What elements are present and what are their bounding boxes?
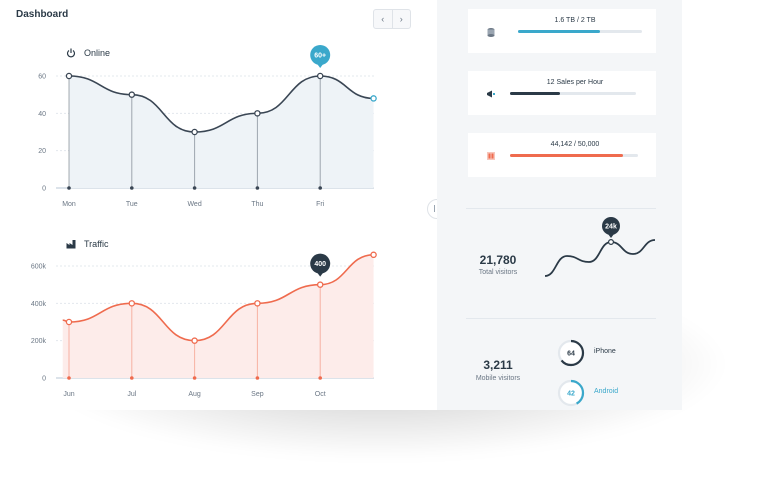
iphone-ring-progress	[557, 339, 585, 367]
traffic-axis-dot	[67, 376, 71, 380]
online-area	[69, 76, 374, 188]
charts-panel: Dashboard ‹ › Online 60 40 20 0 Mon Tue Wed Thu…	[0, 0, 437, 410]
android-ring: 42	[557, 379, 585, 407]
online-y-tick: 60	[38, 74, 46, 81]
traffic-point	[65, 318, 73, 326]
goal-stat: 44,142 / 50,000	[468, 133, 656, 177]
prev-button[interactable]: ‹	[381, 14, 385, 24]
traffic-point	[191, 337, 198, 344]
traffic-chart: 600k 400k 200k 0 Jun Jul Aug Sep Oct 400	[31, 251, 377, 398]
traffic-y-tick: 200k	[31, 338, 47, 345]
online-point	[370, 95, 377, 102]
traffic-callout-pointer	[317, 272, 324, 277]
online-callout-pointer	[317, 64, 324, 68]
sparkline-line	[544, 239, 656, 277]
total-visitors-label: Total visitors	[478, 269, 518, 276]
storage-stat: 1.6 TB / 2 TB	[468, 9, 656, 53]
visitors-sparkline: 24k	[544, 217, 656, 277]
mobile-visitors-label: Mobile visitors	[475, 375, 521, 382]
traffic-y-tick: 0	[42, 376, 46, 383]
megaphone-icon	[487, 90, 495, 98]
traffic-axis-dot	[255, 376, 260, 380]
sparkline-point	[607, 239, 614, 246]
online-point	[128, 91, 136, 98]
iphone-label: iPhone	[594, 348, 616, 355]
online-axis-dot	[192, 186, 197, 190]
sales-label: 12 Sales per Hour	[546, 79, 604, 86]
goal-label: 44,142 / 50,000	[550, 141, 600, 148]
storage-label: 1.6 TB / 2 TB	[554, 17, 596, 24]
online-axis-dot	[255, 186, 260, 190]
stats-panel	[437, 0, 682, 410]
traffic-y-tick: 600k	[31, 264, 47, 271]
traffic-axis-dot	[318, 376, 323, 380]
power-icon	[66, 48, 76, 58]
online-axis-dot	[318, 186, 323, 190]
traffic-x-tick: Sep	[251, 391, 264, 398]
dashboard-title: Dashboard	[16, 9, 69, 20]
storage-progress-fill	[518, 30, 600, 33]
total-visitors-value: 21,780	[479, 253, 517, 267]
online-point	[191, 128, 198, 136]
traffic-x-tick: Oct	[315, 391, 326, 398]
traffic-point	[370, 251, 377, 259]
sales-stat: 12 Sales per Hour	[468, 71, 656, 115]
chart-pager: ‹ ›	[373, 9, 411, 29]
divider	[466, 208, 656, 209]
online-y-tick: 0	[42, 186, 46, 193]
traffic-axis-dot	[130, 376, 134, 380]
traffic-callout-badge	[310, 253, 331, 274]
online-x-tick: Mon	[62, 201, 76, 208]
traffic-header: Traffic	[66, 239, 109, 249]
storage-progress	[518, 30, 642, 33]
online-callout-badge	[310, 45, 331, 65]
online-point	[316, 72, 324, 80]
sparkline-badge-pointer	[608, 234, 614, 238]
online-y-tick: 20	[38, 148, 46, 155]
sparkline-badge-label: 24k	[605, 224, 617, 231]
online-y-tick: 40	[38, 111, 46, 118]
traffic-point	[128, 300, 136, 307]
online-x-tick: Fri	[316, 201, 325, 208]
online-title: Online	[84, 48, 111, 58]
traffic-point	[316, 281, 324, 288]
divider	[466, 318, 656, 319]
goal-progress-fill	[510, 154, 623, 157]
sparkline-badge	[602, 217, 620, 235]
traffic-area	[62, 254, 374, 378]
online-x-tick: Tue	[126, 201, 138, 208]
online-axis-dot	[130, 186, 134, 190]
android-ring-value: 42	[567, 391, 575, 398]
iphone-ring-value: 64	[567, 351, 575, 358]
traffic-axis-dot	[192, 376, 197, 380]
goal-progress	[510, 154, 638, 157]
next-button[interactable]: ›	[391, 10, 411, 28]
sales-progress-fill	[510, 92, 561, 95]
online-header: Online	[66, 48, 110, 58]
android-ring-progress	[557, 379, 585, 407]
traffic-point	[254, 300, 261, 307]
traffic-x-tick: Jun	[63, 391, 74, 398]
online-x-tick: Wed	[187, 201, 201, 208]
online-callout-label: 60+	[314, 53, 326, 60]
online-chart: 60 40 20 0 Mon Tue Wed Thu Fri 60+	[38, 45, 377, 208]
traffic-title: Traffic	[84, 239, 109, 249]
mobile-visitors-value: 3,211	[483, 358, 513, 372]
online-point	[65, 72, 73, 80]
dashboard-card: Dashboard ‹ › Online 60 40 20 0 Mon Tue Wed Thu…	[0, 0, 682, 410]
online-x-tick: Thu	[251, 201, 263, 208]
factory-icon	[66, 240, 76, 249]
sales-progress	[510, 92, 636, 95]
traffic-callout-label: 400	[314, 261, 326, 268]
traffic-x-tick: Aug	[188, 391, 201, 398]
flag-icon	[487, 152, 495, 160]
android-label: Android	[594, 388, 619, 395]
iphone-ring: 64	[557, 339, 585, 367]
traffic-x-tick: Jul	[127, 391, 136, 398]
traffic-y-tick: 400k	[31, 301, 47, 308]
database-icon	[487, 28, 495, 37]
online-axis-dot	[67, 186, 71, 190]
online-point	[254, 110, 261, 117]
